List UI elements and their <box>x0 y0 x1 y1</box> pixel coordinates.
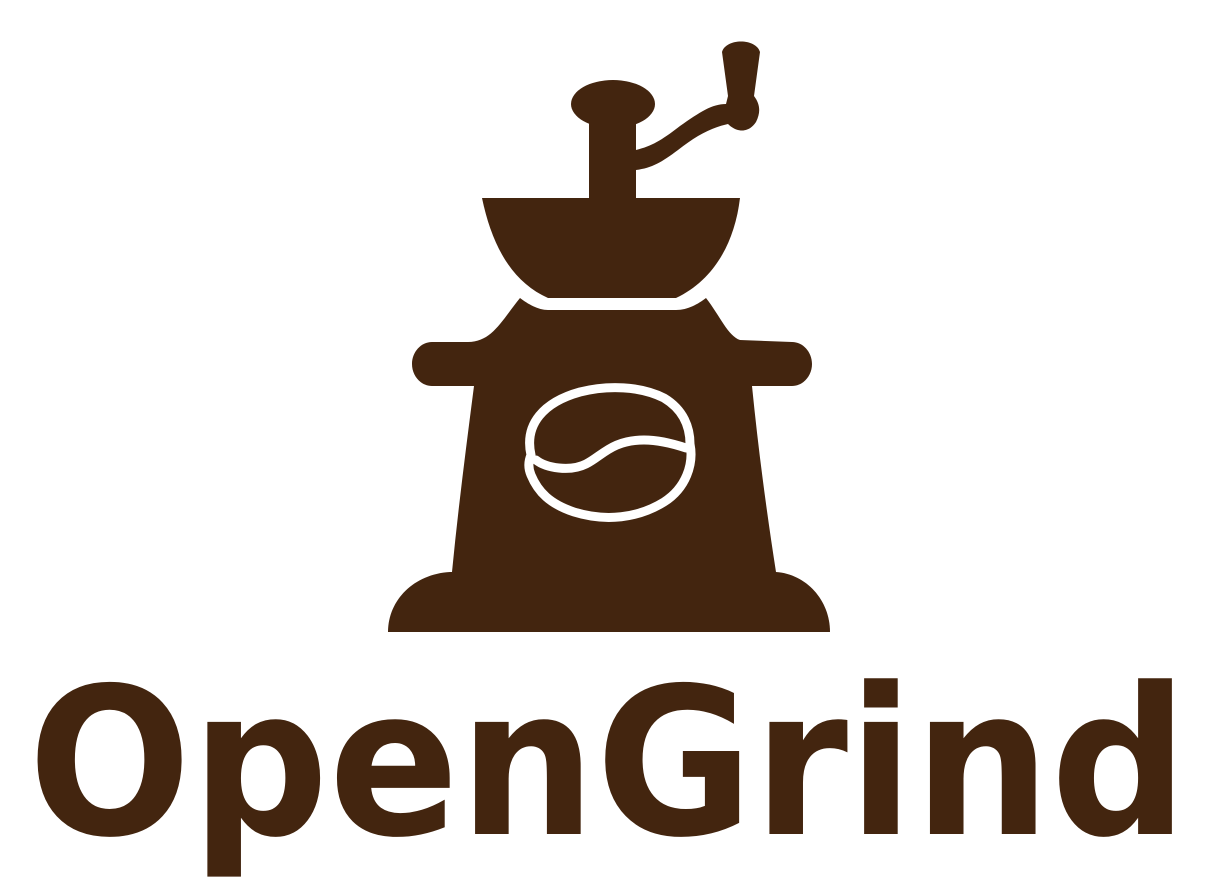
coffee-bean-icon <box>524 383 696 522</box>
grinder-base <box>388 572 830 632</box>
grinder-hopper <box>482 198 740 298</box>
grinder-handle <box>636 41 760 170</box>
grinder-shaft <box>589 120 636 200</box>
grinder-knob <box>571 80 655 128</box>
brand-name: OpenGrind <box>28 650 1188 883</box>
brand-wordmark: OpenGrind <box>28 650 1188 883</box>
grinder-body <box>412 298 812 572</box>
